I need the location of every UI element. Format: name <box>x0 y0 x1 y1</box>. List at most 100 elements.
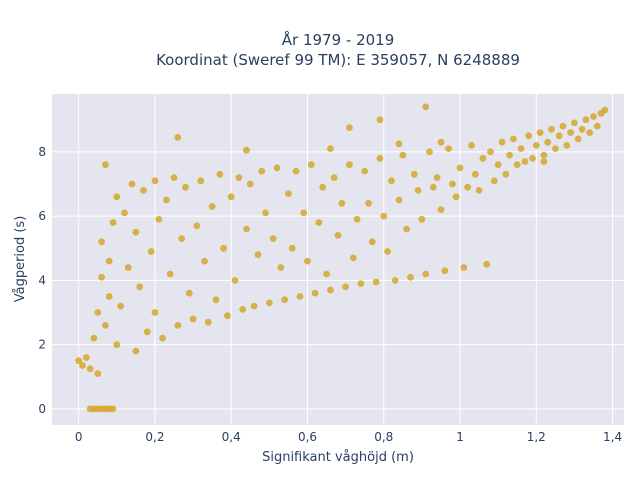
data-point <box>243 225 250 233</box>
data-point <box>132 228 140 236</box>
data-point <box>296 293 304 300</box>
data-point <box>109 405 117 413</box>
data-point <box>170 174 178 182</box>
data-point <box>540 151 548 159</box>
data-point <box>204 318 212 326</box>
x-tick-label: 1,2 <box>527 430 546 444</box>
data-point <box>429 183 437 191</box>
data-point <box>601 106 609 114</box>
data-point <box>395 196 403 204</box>
data-point <box>189 315 197 323</box>
data-point <box>567 129 574 137</box>
data-point <box>418 215 426 223</box>
y-axis-title: Vågperiod (s) <box>13 216 28 303</box>
data-point <box>327 286 334 294</box>
data-point <box>300 209 308 217</box>
data-point <box>403 225 410 233</box>
data-point <box>82 354 90 361</box>
data-point <box>525 132 533 140</box>
data-point <box>307 161 315 169</box>
data-point <box>315 219 323 226</box>
data-point <box>327 145 334 153</box>
data-point <box>136 283 144 291</box>
data-point <box>147 248 155 255</box>
data-point <box>490 177 498 185</box>
y-tick-label: 4 <box>38 273 46 287</box>
data-point <box>517 145 525 153</box>
x-tick-label: 1,4 <box>603 430 622 444</box>
data-point <box>437 138 445 146</box>
data-point <box>487 148 494 156</box>
data-point <box>105 257 113 265</box>
data-point <box>201 257 208 265</box>
data-point <box>571 119 578 127</box>
data-point <box>532 142 540 149</box>
data-point <box>376 116 384 124</box>
data-point <box>513 161 521 169</box>
data-point <box>544 138 552 146</box>
data-point <box>155 215 163 223</box>
data-point <box>414 187 422 194</box>
data-point <box>121 209 128 217</box>
data-point <box>494 161 502 169</box>
data-point <box>292 167 300 175</box>
data-point <box>353 215 361 223</box>
data-point <box>376 154 384 162</box>
data-point <box>433 174 441 182</box>
data-point <box>349 254 357 262</box>
data-point <box>281 296 288 304</box>
plot-area <box>52 94 624 425</box>
data-point <box>178 235 186 243</box>
y-tick-label: 2 <box>38 338 46 352</box>
data-point <box>445 145 452 153</box>
data-point <box>285 190 292 198</box>
data-point <box>471 170 479 178</box>
data-point <box>109 219 117 226</box>
data-point <box>235 174 243 182</box>
data-point <box>197 177 205 185</box>
data-point <box>368 238 376 246</box>
data-point <box>102 161 109 169</box>
y-tick-label: 6 <box>38 209 46 223</box>
data-point <box>361 167 369 175</box>
data-point <box>582 116 590 124</box>
data-point <box>536 129 544 137</box>
data-point <box>124 264 132 271</box>
data-point <box>510 135 517 143</box>
data-point <box>86 365 94 373</box>
data-point <box>552 145 559 153</box>
data-point <box>529 154 536 162</box>
data-point <box>578 125 586 133</box>
data-point <box>422 103 430 111</box>
data-point <box>143 328 151 336</box>
data-point <box>269 235 277 243</box>
data-point <box>75 357 83 365</box>
data-point <box>479 154 487 162</box>
data-point <box>338 199 346 207</box>
data-point <box>441 267 449 275</box>
data-point <box>395 140 403 148</box>
data-point <box>586 129 594 137</box>
data-point <box>208 203 216 210</box>
data-point <box>182 183 189 191</box>
data-point <box>258 167 266 175</box>
data-point <box>288 244 296 252</box>
data-point <box>304 257 311 265</box>
data-point <box>113 193 121 201</box>
data-point <box>98 273 105 281</box>
data-point <box>323 270 330 278</box>
data-point <box>407 273 414 281</box>
data-point <box>273 164 281 172</box>
data-point <box>468 142 475 149</box>
grid-lines <box>52 94 624 425</box>
data-point <box>90 334 98 342</box>
data-point <box>590 113 597 120</box>
data-point <box>399 151 407 159</box>
data-point <box>357 280 365 287</box>
data-point <box>330 174 338 182</box>
data-point <box>151 309 159 316</box>
data-point <box>102 322 109 329</box>
data-point <box>342 283 349 291</box>
x-tick-label: 0,6 <box>298 430 317 444</box>
data-point <box>498 138 506 146</box>
